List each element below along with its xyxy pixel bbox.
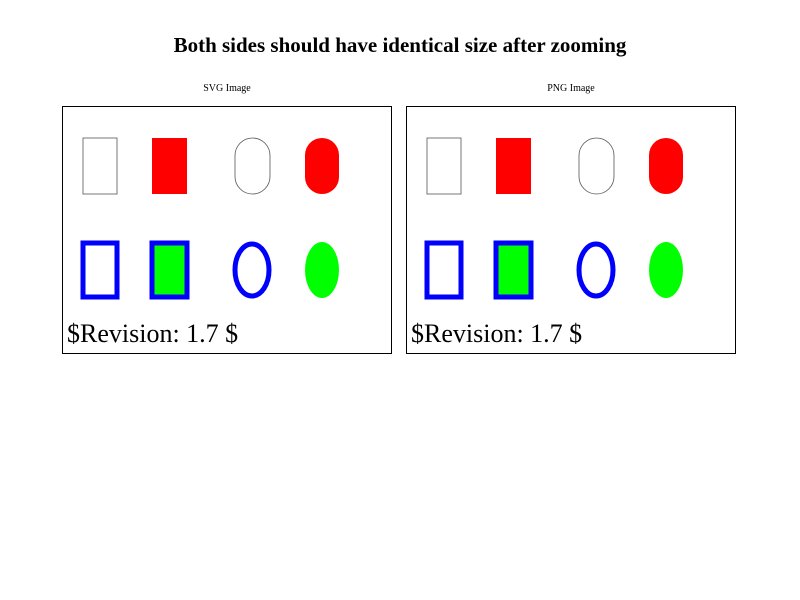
green-ellipse bbox=[305, 242, 339, 298]
revision-text: $Revision: 1.7 $ bbox=[411, 319, 582, 348]
blue-outline-rect bbox=[80, 240, 120, 300]
page-title: Both sides should have identical size af… bbox=[173, 33, 627, 57]
green-blue-rect bbox=[149, 240, 190, 300]
blue-outline-ellipse bbox=[576, 241, 616, 299]
red-rect bbox=[496, 138, 531, 194]
png-image-canvas: $Revision: 1.7 $ bbox=[411, 137, 683, 348]
png-image-label: PNG Image bbox=[547, 83, 595, 94]
outline-rounded-rect bbox=[578, 137, 615, 195]
outline-rect bbox=[82, 137, 118, 195]
svg-image-panel: $Revision: 1.7 $ bbox=[62, 106, 392, 354]
green-blue-rect bbox=[493, 240, 534, 300]
green-ellipse bbox=[649, 242, 683, 298]
red-rect bbox=[152, 138, 187, 194]
red-rounded-rect bbox=[649, 138, 683, 194]
svg-image-label: SVG Image bbox=[203, 83, 251, 94]
png-image-panel: $Revision: 1.7 $ bbox=[406, 106, 736, 354]
red-rounded-rect bbox=[305, 138, 339, 194]
blue-outline-ellipse bbox=[232, 241, 272, 299]
revision-text: $Revision: 1.7 $ bbox=[67, 319, 238, 348]
svg-image-canvas: $Revision: 1.7 $ bbox=[67, 137, 339, 348]
blue-outline-rect bbox=[424, 240, 464, 300]
outline-rect bbox=[426, 137, 462, 195]
outline-rounded-rect bbox=[234, 137, 271, 195]
